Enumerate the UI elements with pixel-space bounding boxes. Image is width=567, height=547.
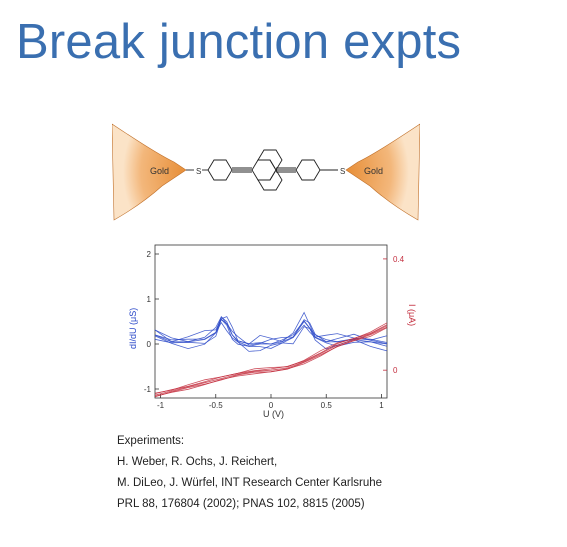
left-electrode-label: Gold [150,166,169,176]
references: Experiments: H. Weber, R. Ochs, J. Reich… [117,431,382,515]
y-left-tick-label: -1 [144,385,152,394]
right-sulfur-label: S [340,167,345,176]
conductance-curve [154,318,388,347]
figure: Gold Gold S S [111,104,421,422]
conductance-curve [154,318,388,349]
references-heading: Experiments: [117,435,185,447]
figure-svg: Gold Gold S S [111,123,421,419]
left-sulfur-label: S [196,167,201,176]
chart-ticks: -1 -0.5 0 0.5 1 -1 0 1 2 0 0.4 [144,250,405,410]
conductance-curve [154,316,388,346]
y-left-tick-label: 2 [147,250,152,259]
x-tick-label: 0.5 [321,401,333,410]
y-right-tick-label: 0 [393,366,398,375]
right-electrode [345,123,421,221]
conductance-curve [154,321,388,352]
current-curve [154,322,388,394]
current-curve [154,325,388,396]
current-curve [154,327,388,397]
conductance-curve [154,311,388,345]
x-axis-label: U (V) [263,409,284,419]
left-electrode [111,123,187,221]
x-tick-label: 1 [379,401,384,410]
chart-frame [154,244,388,399]
y-left-tick-label: 0 [147,340,152,349]
y-left-axis-label: dI/dU (μS) [128,308,138,349]
references-line-1: H. Weber, R. Ochs, J. Reichert, [117,456,278,468]
y-right-axis-label: I (μA) [407,304,417,326]
slide-title: Break junction expts [16,15,462,69]
right-benzene-ring [295,159,321,181]
references-line-3: PRL 88, 176804 (2002); PNAS 102, 8815 (2… [117,498,365,510]
anthracene-ring-top [251,159,277,181]
y-left-tick-label: 1 [147,295,152,304]
right-electrode-label: Gold [364,166,383,176]
left-benzene-ring [207,159,233,181]
x-tick-label: 0 [269,401,274,410]
x-tick-label: -1 [157,401,165,410]
x-tick-label: -0.5 [209,401,223,410]
y-right-tick-label: 0.4 [393,255,405,264]
chart-series [154,311,388,398]
references-line-2: M. DiLeo, J. Würfel, INT Research Center… [117,477,383,489]
iv-chart: -1 -0.5 0 0.5 1 -1 0 1 2 0 0.4 U (V) dI/dU (μS) I … [128,244,417,419]
conductance-curve [154,316,388,345]
molecule-diagram: Gold Gold S S [111,123,421,221]
